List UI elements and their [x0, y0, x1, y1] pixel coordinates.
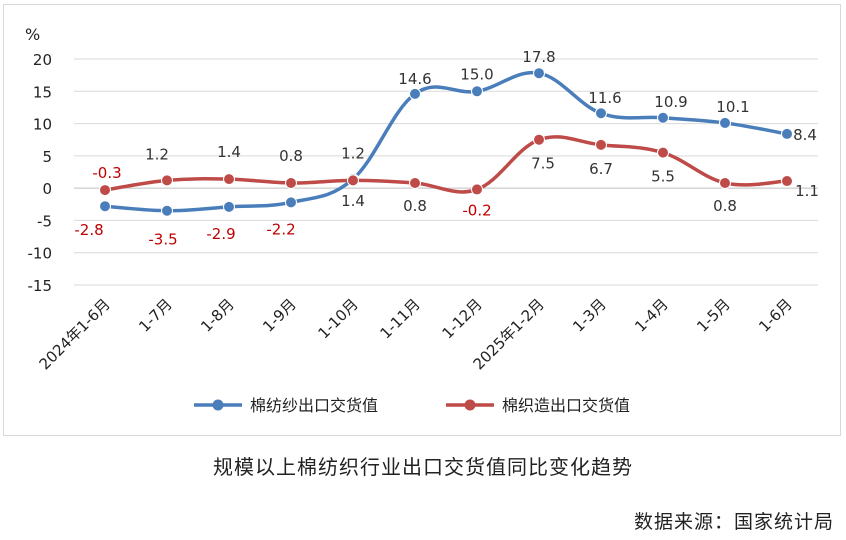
data-label: 14.6	[398, 70, 431, 88]
data-label: 17.8	[522, 48, 555, 66]
data-point	[99, 184, 111, 197]
data-label: 0.8	[279, 147, 303, 165]
x-tick-label: 1-8月	[197, 295, 238, 336]
data-point	[595, 138, 607, 151]
data-point	[409, 176, 421, 189]
data-label: 15.0	[460, 65, 493, 83]
data-label: 0.8	[403, 197, 427, 215]
data-point	[657, 111, 669, 124]
x-tick-label: 2024年1-6月	[36, 295, 114, 373]
data-point	[347, 174, 359, 187]
data-label: 11.6	[588, 89, 621, 107]
data-label: 10.1	[716, 98, 749, 116]
data-point	[533, 67, 545, 80]
x-tick-label: 1-5月	[693, 295, 734, 336]
data-source: 数据来源：国家统计局	[633, 511, 834, 533]
y-tick-label: -5	[37, 212, 52, 230]
x-tick-label: 1-7月	[135, 295, 176, 336]
y-axis-unit: %	[25, 25, 40, 44]
line-chart: 20 15 10 5 0 -5 -10 -15% 2024年1-6月 1-7月 1-8月 1-9月 1-…	[25, 25, 819, 415]
data-label: 6.7	[589, 160, 613, 178]
data-label: -2.2	[266, 220, 295, 238]
data-label: 1.4	[341, 192, 365, 210]
data-label: 1.2	[145, 145, 169, 163]
x-tick-label: 1-9月	[259, 295, 300, 336]
data-label: 1.1	[795, 182, 819, 200]
y-tick-label: 10	[33, 116, 52, 134]
legend-marker	[212, 399, 224, 411]
data-point	[285, 196, 297, 209]
y-tick-label: 5	[42, 148, 52, 166]
data-point	[719, 176, 731, 189]
y-tick-label: -10	[28, 245, 53, 263]
data-label: -2.9	[206, 225, 235, 243]
data-label: 0.8	[713, 197, 737, 215]
legend-marker	[464, 399, 476, 411]
data-point	[781, 175, 793, 188]
x-tick-label: 1-3月	[569, 295, 610, 336]
x-tick-label: 1-11月	[376, 295, 423, 342]
data-point	[781, 127, 793, 140]
data-point	[533, 133, 545, 146]
data-label: -3.5	[148, 231, 177, 249]
data-label: 5.5	[651, 168, 675, 186]
data-point	[285, 176, 297, 189]
x-tick-label: 1-10月	[314, 295, 361, 342]
y-tick-label: 0	[42, 180, 52, 198]
chart-frame: 20 15 10 5 0 -5 -10 -15% 2024年1-6月 1-7月 1-8月 1-9月 1-…	[3, 4, 841, 436]
legend-label: 棉纺纱出口交货值	[250, 396, 378, 415]
data-point	[223, 200, 235, 213]
series-line-2	[103, 135, 789, 194]
data-point	[223, 173, 235, 186]
data-point	[595, 107, 607, 120]
data-point	[161, 204, 173, 217]
data-label: 10.9	[654, 93, 687, 111]
chart-caption: 规模以上棉纺织行业出口交货值同比变化趋势	[213, 455, 633, 479]
data-point	[409, 87, 421, 100]
y-tick-label: 20	[33, 51, 52, 69]
x-tick-label: 1-4月	[631, 295, 672, 336]
x-tick-label: 1-6月	[755, 295, 796, 336]
data-label: -0.3	[92, 164, 121, 182]
data-label: 1.4	[217, 143, 241, 161]
data-label: 8.4	[793, 126, 817, 144]
legend-label: 棉织造出口交货值	[502, 396, 630, 415]
data-label: 7.5	[531, 155, 555, 173]
data-point	[471, 85, 483, 98]
y-tick-label: -15	[28, 277, 53, 295]
data-point	[161, 174, 173, 187]
data-point	[719, 116, 731, 129]
data-label: -0.2	[462, 201, 491, 219]
y-tick-label: 15	[33, 83, 52, 101]
data-label: 1.2	[341, 144, 365, 162]
data-label: -2.8	[74, 221, 103, 239]
x-tick-label: 1-12月	[438, 295, 485, 342]
data-point	[471, 183, 483, 196]
data-point	[99, 200, 111, 213]
data-point	[657, 146, 669, 159]
